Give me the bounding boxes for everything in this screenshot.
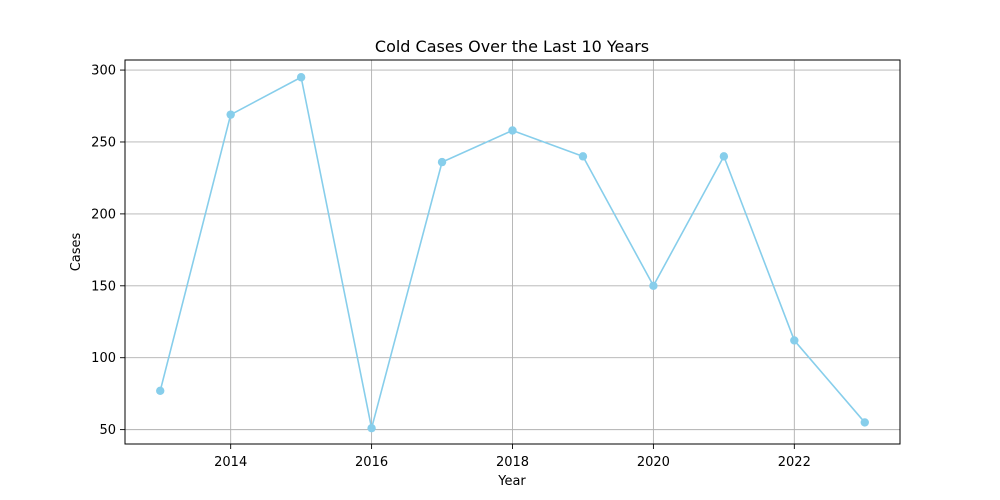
data-point <box>508 126 517 135</box>
chart-title: Cold Cases Over the Last 10 Years <box>375 37 649 56</box>
data-point <box>649 281 658 290</box>
y-tick-label: 250 <box>91 135 116 150</box>
x-tick-label: 2020 <box>637 455 670 470</box>
data-point <box>296 73 306 82</box>
y-tick-label: 300 <box>91 64 116 79</box>
data-point <box>226 110 235 119</box>
x-tick-label: 2018 <box>496 455 529 470</box>
y-tick-label: 100 <box>91 351 116 366</box>
data-point <box>367 423 376 433</box>
x-axis-label: Year <box>497 474 526 489</box>
data-point <box>437 157 447 167</box>
data-point <box>156 386 165 395</box>
data-point <box>790 336 799 345</box>
grid <box>125 60 900 444</box>
x-tick-label: 2022 <box>778 455 811 470</box>
y-axis-label: Cases <box>69 232 84 271</box>
y-tick-label: 150 <box>91 279 116 294</box>
data-point <box>719 152 729 161</box>
y-tick-label: 200 <box>91 207 116 222</box>
ticks: 2014 2016 2018 2020 2022 50 100 150 200 250 300 <box>91 64 811 470</box>
data-point <box>578 152 588 161</box>
data-point <box>860 418 869 427</box>
y-tick-label: 50 <box>99 423 116 438</box>
x-tick-label: 2014 <box>214 455 247 470</box>
x-tick-label: 2016 <box>355 455 388 470</box>
series-layer <box>156 73 869 433</box>
